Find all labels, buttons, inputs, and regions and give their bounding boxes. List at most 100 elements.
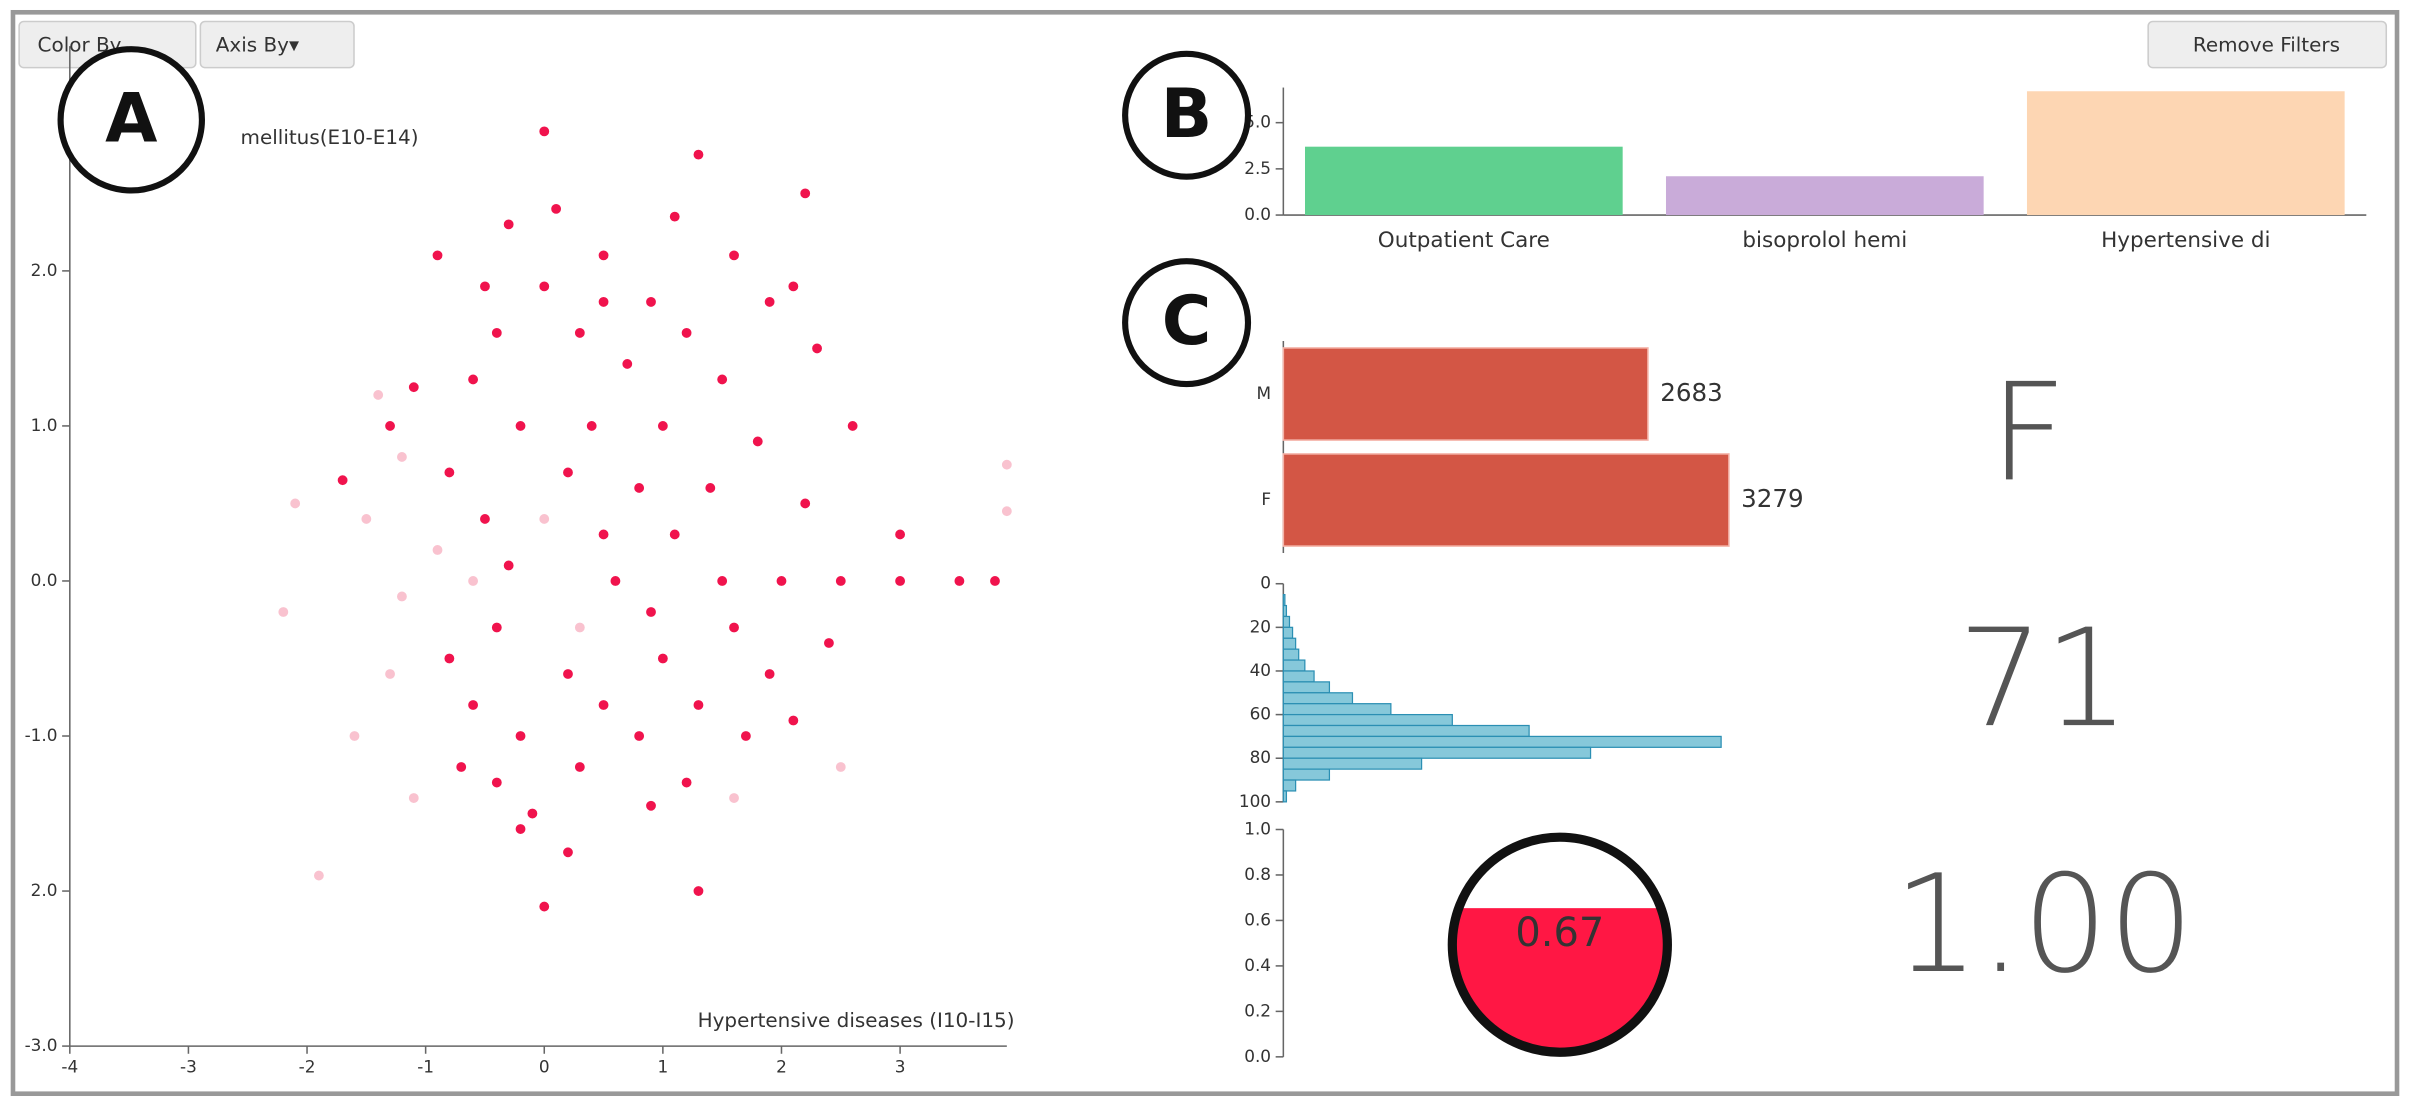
point (893, 574, 907, 588)
panel-circle (1122, 50, 1252, 180)
point (549, 202, 563, 216)
histogram-bar (1282, 681, 1331, 694)
point (692, 148, 705, 161)
point (407, 791, 420, 805)
x-tick-label: 0 (539, 1057, 550, 1077)
x-tick-label: bisoprolol hemi (1742, 228, 1907, 253)
panel-circle (57, 46, 205, 194)
y-tick-label: 0.6 (1244, 909, 1271, 929)
point (704, 481, 717, 495)
panel-circle (1122, 258, 1252, 388)
point (763, 295, 776, 309)
y-tick-label: -1.0 (25, 725, 58, 745)
point (538, 125, 551, 138)
histogram-bar (1282, 790, 1288, 803)
point (478, 512, 492, 526)
point (692, 698, 705, 712)
y-tick-label: 2.0 (31, 260, 58, 280)
x-tick-label: -2 (299, 1057, 316, 1077)
point (455, 760, 468, 774)
point (372, 388, 385, 402)
point (751, 435, 764, 448)
bar (1305, 146, 1623, 216)
y-tick-label: 0.8 (1244, 864, 1271, 884)
point (502, 218, 515, 231)
histogram-bar (1282, 779, 1297, 792)
remove-filters-button[interactable] (2147, 20, 2388, 69)
point (716, 373, 729, 386)
point (431, 543, 444, 557)
panel-label: C (1162, 281, 1212, 360)
y-tick-label: 0.2 (1244, 1000, 1271, 1020)
histogram-bar (1282, 594, 1286, 607)
point (621, 357, 634, 371)
x-tick-label: -1 (417, 1057, 434, 1077)
x-tick-label: 1 (657, 1057, 668, 1077)
y-tick-label: 2.0 (31, 880, 58, 900)
histogram-bar (1282, 724, 1530, 738)
histogram-bar (1282, 604, 1288, 618)
summary-sex: F (1989, 354, 2067, 511)
point (490, 621, 503, 634)
x-tick-label: 2 (776, 1057, 787, 1077)
y-tick-label: 60 (1250, 704, 1271, 724)
axis-button[interactable] (199, 20, 355, 69)
point (597, 249, 610, 262)
point (514, 729, 527, 743)
point (1000, 458, 1013, 471)
point (656, 419, 670, 433)
point (585, 419, 598, 433)
point (573, 760, 586, 774)
point (597, 295, 610, 309)
y-tick-label: 20 (1250, 616, 1271, 636)
gauge-label: 0.67 (1515, 910, 1604, 956)
y-tick-label: 0.0 (1244, 1046, 1271, 1066)
summary-age: 71 (1958, 600, 2130, 757)
point (538, 900, 551, 913)
point (395, 590, 409, 603)
point (514, 419, 527, 433)
histogram-bar (1282, 713, 1453, 727)
point (348, 729, 361, 743)
point (478, 280, 492, 293)
point (727, 621, 741, 634)
point (597, 698, 610, 712)
point (490, 326, 503, 340)
panel-label: A (105, 78, 157, 157)
histogram-bar (1282, 757, 1423, 770)
y-tick-label: 1.0 (31, 415, 58, 435)
point (312, 869, 326, 882)
y-tick-label: 80 (1250, 747, 1271, 767)
y-tick-label: F (1261, 489, 1271, 509)
point (383, 419, 397, 433)
bar (1665, 176, 1984, 216)
point (727, 791, 741, 805)
histogram-bar (1282, 692, 1354, 705)
bar (1282, 347, 1649, 441)
x-axis-title: Hypertensive diseases (I10-I15) (698, 1008, 1015, 1032)
histogram-bar (1282, 659, 1306, 672)
point (561, 466, 575, 479)
axis-button-label[interactable]: Axis By▾ (216, 33, 299, 57)
y-tick-label: M (1256, 383, 1271, 403)
summary-score: 1.00 (1893, 846, 2194, 1003)
histogram-bar (1282, 768, 1331, 781)
point (893, 528, 907, 541)
point (561, 667, 575, 681)
bar (2026, 91, 2345, 216)
point (1000, 505, 1013, 518)
point (644, 605, 658, 619)
point (787, 280, 800, 293)
point (822, 636, 836, 650)
point (633, 729, 646, 743)
x-tick-label: Outpatient Care (1378, 228, 1550, 253)
point (644, 295, 658, 309)
point (277, 605, 290, 619)
point (443, 466, 456, 479)
point (668, 528, 681, 541)
remove-filters-label[interactable]: Remove Filters (2193, 33, 2340, 57)
point (787, 714, 800, 727)
point (739, 729, 753, 743)
